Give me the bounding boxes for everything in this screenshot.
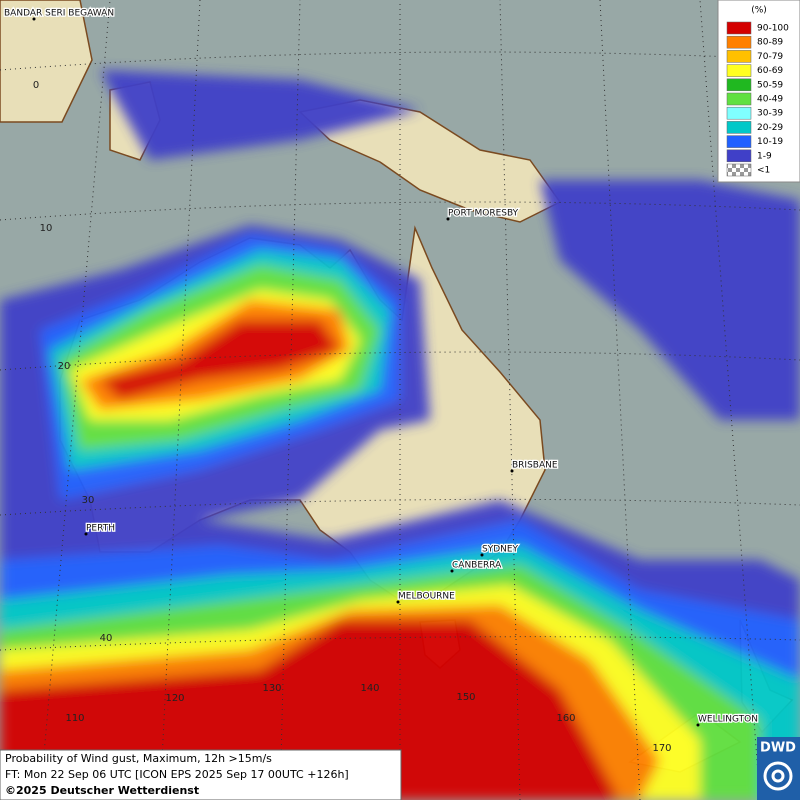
probability-area [100,70,420,160]
legend-swatch [726,121,752,134]
legend-swatch [726,135,752,148]
logo-icon [763,761,793,791]
legend-label: 80-89 [757,38,783,48]
legend-label: <1 [757,166,770,176]
legend-swatch [726,35,752,49]
longitude-label: 160 [556,713,575,724]
legend-swatch [726,21,752,35]
legend-swatch [726,149,752,163]
legend-label: 70-79 [757,52,783,62]
footer: Probability of Wind gust, Maximum, 12h >… [0,749,402,800]
probability-area [540,180,800,420]
longitude-label: 120 [165,693,184,704]
legend-swatch [726,78,752,92]
legend-swatch [726,64,752,77]
latitude-label: 40 [100,633,113,644]
legend-swatch [726,163,752,177]
legend-label: 30-39 [757,109,783,119]
place-label: BRISBANE [512,461,558,471]
place-dot [480,553,484,557]
legend-label: 60-69 [757,66,783,76]
longitude-label: 150 [456,692,475,703]
legend-label: 1-9 [757,151,772,161]
legend-label: 50-59 [757,80,783,90]
place-label: CANBERRA [452,561,502,571]
place-dot [446,217,450,221]
legend-swatch [726,106,752,120]
place-dot [450,569,454,573]
legend: (%) 90-100 80-89 70-79 60-69 50-59 40-49 30-39… [717,0,800,183]
legend-items: 90-100 80-89 70-79 60-69 50-59 40-49 30-39 20-2… [726,21,789,177]
legend-label: 20-29 [757,123,783,133]
place-dot [510,469,514,473]
footer-line: ©2025 Deutscher Wetterdienst [5,784,199,797]
latitude-label: 10 [40,223,53,234]
legend-swatch [726,50,752,63]
place-label: PERTH [86,524,115,534]
legend-title: (%) [751,6,767,16]
place-label: WELLINGTON [698,715,758,725]
place-dot [696,723,700,727]
logo-icon [771,769,785,783]
longitude-label: 140 [360,683,379,694]
place-label: SYDNEY [482,545,519,555]
place-dot [84,532,88,536]
place-label: MELBOURNE [398,592,455,602]
place-label: PORT MORESBY [448,209,519,219]
place-label: BANDAR SERI BEGAWAN [4,9,114,19]
legend-label: 40-49 [757,95,783,105]
probability-area [100,320,340,400]
labels: BANDAR SERI BEGAWAN PORT MORESBY BRISBANE P… [3,7,759,754]
longitude-label: 130 [262,683,281,694]
footer-line: FT: Mon 22 Sep 06 UTC [ICON EPS 2025 Sep… [5,768,349,781]
latitude-label: 30 [82,495,95,506]
logo: DWD [757,737,800,800]
place-dot [396,600,400,604]
legend-swatch [726,92,752,106]
footer-line: Probability of Wind gust, Maximum, 12h >… [5,752,272,765]
latitude-label: 20 [58,361,71,372]
place-dot [32,17,36,21]
legend-label: 10-19 [757,137,783,147]
longitude-label: 170 [652,743,671,754]
latitude-label: 0 [33,80,39,91]
footer-box [0,749,402,800]
legend-label: 90-100 [757,24,789,34]
logo-text: DWD [760,741,796,756]
longitude-label: 110 [65,713,84,724]
